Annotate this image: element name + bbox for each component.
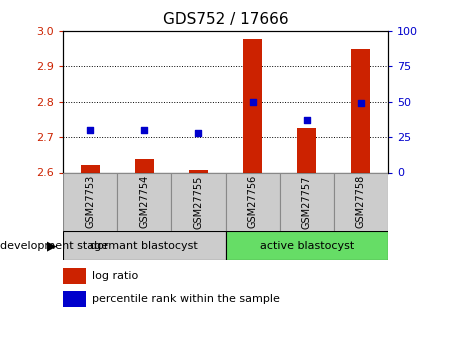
Bar bbox=[63, 291, 86, 307]
Point bbox=[303, 117, 310, 123]
Text: percentile rank within the sample: percentile rank within the sample bbox=[92, 294, 280, 304]
Bar bbox=[135, 159, 154, 172]
Bar bbox=[297, 128, 316, 172]
Text: GSM27757: GSM27757 bbox=[302, 175, 312, 228]
Bar bbox=[117, 172, 171, 231]
Text: GSM27754: GSM27754 bbox=[139, 175, 149, 228]
Bar bbox=[171, 172, 226, 231]
Title: GDS752 / 17666: GDS752 / 17666 bbox=[163, 12, 288, 27]
Point bbox=[141, 127, 148, 133]
Bar bbox=[63, 231, 226, 260]
Text: GSM27753: GSM27753 bbox=[85, 175, 95, 228]
Bar bbox=[226, 172, 280, 231]
Text: log ratio: log ratio bbox=[92, 272, 138, 282]
Point bbox=[249, 99, 256, 105]
Bar bbox=[351, 49, 370, 172]
Bar bbox=[243, 39, 262, 172]
Text: development stage: development stage bbox=[0, 241, 108, 251]
Text: ▶: ▶ bbox=[47, 239, 56, 252]
Point bbox=[87, 127, 94, 133]
Bar bbox=[189, 170, 208, 172]
Point bbox=[357, 100, 364, 106]
Bar bbox=[81, 165, 100, 172]
Text: active blastocyst: active blastocyst bbox=[260, 241, 354, 251]
Text: GSM27755: GSM27755 bbox=[193, 175, 203, 228]
Point bbox=[195, 130, 202, 136]
Text: GSM27758: GSM27758 bbox=[356, 175, 366, 228]
Text: GSM27756: GSM27756 bbox=[248, 175, 258, 228]
Bar bbox=[63, 172, 117, 231]
Text: dormant blastocyst: dormant blastocyst bbox=[91, 241, 198, 251]
Bar bbox=[226, 231, 388, 260]
Bar bbox=[280, 172, 334, 231]
Bar bbox=[334, 172, 388, 231]
Bar bbox=[63, 268, 86, 284]
